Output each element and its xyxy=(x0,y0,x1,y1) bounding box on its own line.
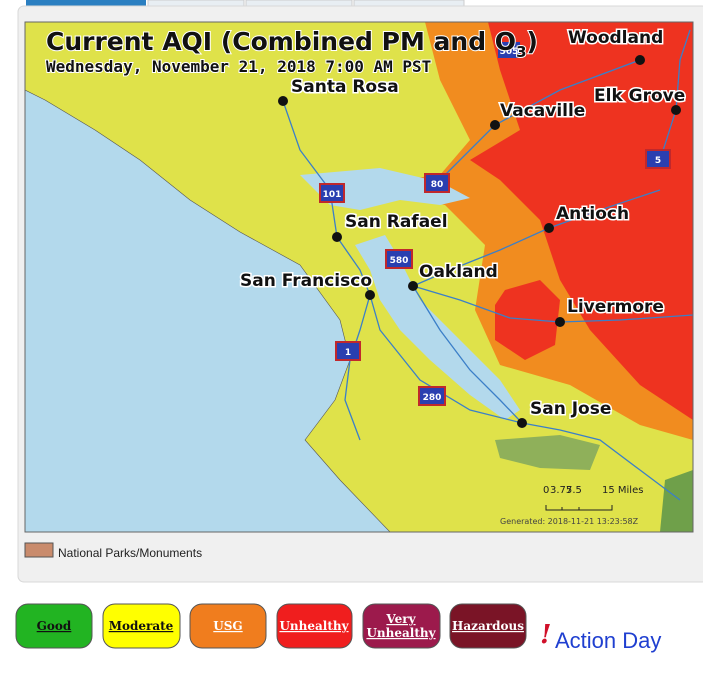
scale-label: 0 xyxy=(543,485,549,496)
parks-label: National Parks/Monuments xyxy=(58,546,202,560)
highway-shield xyxy=(335,341,361,361)
highway-shield xyxy=(645,149,671,169)
generated-stamp: Generated: 2018-11-21 13:23:58Z xyxy=(500,517,639,526)
scale-ticks xyxy=(545,505,613,511)
highway-number: 1 xyxy=(345,348,351,358)
category-button[interactable] xyxy=(15,603,93,649)
city-label: Vacaville xyxy=(500,101,585,121)
city-dot xyxy=(555,317,565,327)
action-day-label[interactable]: Action Day xyxy=(555,628,661,653)
scale-label: 3.75 xyxy=(550,485,572,496)
city-label: San Jose xyxy=(530,399,611,419)
highway-number: 580 xyxy=(390,256,409,266)
map: 505 101 80 5 580 1 280 Santa Rosa Vacavi… xyxy=(24,21,694,533)
category-label[interactable]: Hazardous xyxy=(452,619,524,633)
city-label: Elk Grove xyxy=(594,86,685,106)
highway-shield xyxy=(385,249,413,269)
parks-swatch xyxy=(24,542,54,558)
category-button[interactable] xyxy=(276,603,353,649)
highway-number: 101 xyxy=(323,190,342,200)
category-label[interactable]: Very xyxy=(385,612,416,626)
tab[interactable] xyxy=(245,0,353,7)
city-label: Santa Rosa xyxy=(291,77,399,97)
sf-bay xyxy=(355,235,520,420)
city-dot xyxy=(278,96,288,106)
tab[interactable] xyxy=(353,0,465,7)
action-day-icon: ! xyxy=(540,620,551,650)
city-dot xyxy=(365,290,375,300)
city-dot xyxy=(635,55,645,65)
park-area xyxy=(660,470,693,532)
category-label[interactable]: Unhealthy xyxy=(366,626,436,640)
highway-number: 280 xyxy=(423,393,442,403)
category-label[interactable]: Unhealthy xyxy=(279,619,349,633)
title-subscript: 3 xyxy=(516,43,526,61)
city-label: Antioch xyxy=(556,204,629,224)
highway-number: 505 xyxy=(500,47,519,57)
highway-shield xyxy=(498,42,520,58)
park-area xyxy=(495,435,600,470)
highway-shield xyxy=(418,386,446,406)
highway-shield xyxy=(424,173,450,193)
category-button[interactable] xyxy=(362,603,441,649)
city-label: San Rafael xyxy=(345,212,448,232)
city-dot xyxy=(408,281,418,291)
title-text: Current AQI (Combined PM and O xyxy=(46,27,516,56)
title-end: ) xyxy=(527,27,538,56)
scale-label: 7.5 xyxy=(566,485,582,496)
scale-bar: 0 3.75 7.5 15 Miles Generated: 2018-11-2… xyxy=(500,485,643,526)
highway-number: 80 xyxy=(431,180,444,190)
city-label: San Francisco xyxy=(240,271,372,291)
map-title: Current AQI (Combined PM and O3) xyxy=(46,27,538,61)
cities: Santa Rosa Vacaville Woodland Elk Grove … xyxy=(239,27,687,428)
tab[interactable] xyxy=(147,0,245,7)
city-dot xyxy=(544,223,554,233)
highway-shield xyxy=(319,183,345,203)
highway-number: 5 xyxy=(655,156,661,166)
tab[interactable] xyxy=(26,0,146,6)
map-border xyxy=(24,21,694,533)
aqi-categories: Good Moderate USG Unhealthy VeryUnhealth… xyxy=(15,603,527,649)
category-label[interactable]: USG xyxy=(213,619,242,633)
category-button[interactable] xyxy=(102,603,181,649)
red-zone xyxy=(470,22,693,420)
map-subtitle: Wednesday, November 21, 2018 7:00 AM PST xyxy=(46,57,431,76)
category-label[interactable]: Good xyxy=(37,619,72,633)
city-dot xyxy=(517,418,527,428)
city-dot xyxy=(671,105,681,115)
category-button[interactable] xyxy=(189,603,267,649)
category-label[interactable]: Moderate xyxy=(109,619,174,633)
city-dot xyxy=(332,232,342,242)
scale-label: 15 Miles xyxy=(602,485,643,496)
highway-shields: 505 101 80 5 580 1 280 xyxy=(319,42,671,406)
category-button[interactable] xyxy=(449,603,527,649)
city-label: Oakland xyxy=(419,262,498,282)
city-label: Woodland xyxy=(568,28,663,48)
city-dot xyxy=(490,120,500,130)
city-label: Livermore xyxy=(567,297,664,317)
